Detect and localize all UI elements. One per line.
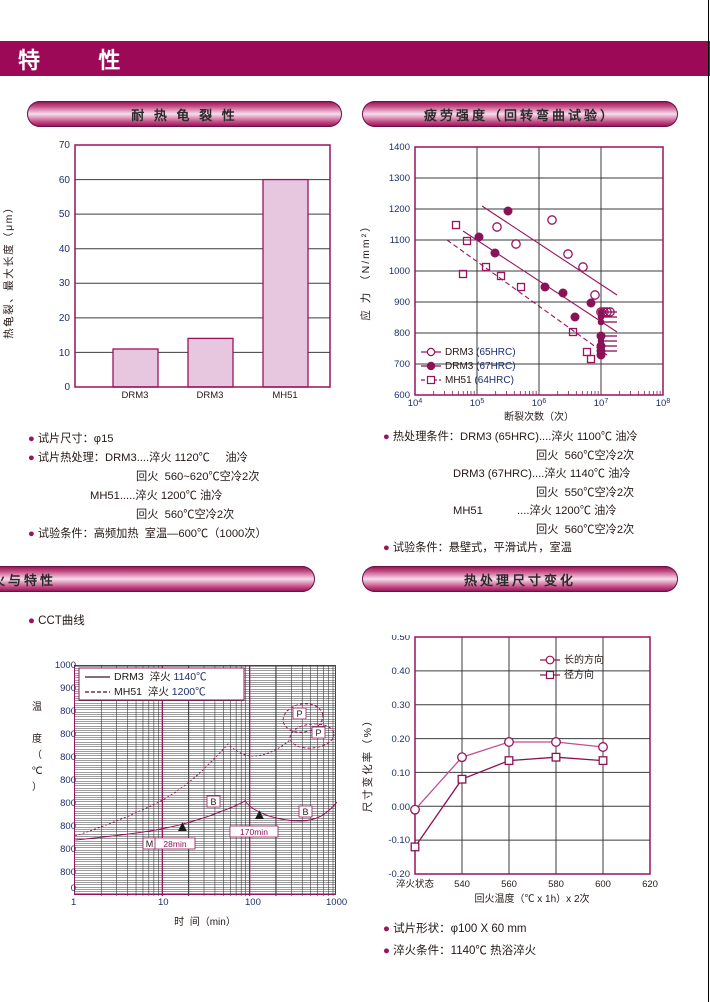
- svg-text:800: 800: [394, 328, 410, 339]
- svg-text:0.30: 0.30: [392, 700, 411, 711]
- svg-text:1100: 1100: [390, 235, 410, 246]
- svg-text:10: 10: [59, 348, 71, 359]
- svg-text:DRM3 (67HRC): DRM3 (67HRC): [445, 361, 516, 372]
- svg-text:700: 700: [394, 359, 410, 370]
- svg-text:-0.10: -0.10: [388, 835, 410, 846]
- svg-text:28min: 28min: [163, 839, 186, 849]
- svg-text:MH51: MH51: [272, 390, 297, 400]
- svg-text:1200: 1200: [389, 204, 410, 215]
- svg-text:0.20: 0.20: [392, 734, 411, 745]
- svg-text:0: 0: [64, 382, 70, 393]
- svg-text:170min: 170min: [240, 827, 268, 837]
- svg-text:50: 50: [59, 209, 71, 220]
- svg-text:600: 600: [595, 879, 611, 890]
- svg-text:1300: 1300: [389, 173, 410, 184]
- svg-text:107: 107: [594, 398, 609, 410]
- svg-text:105: 105: [470, 398, 485, 410]
- svg-text:0.10: 0.10: [392, 768, 411, 779]
- svg-text:长的方向: 长的方向: [564, 653, 604, 666]
- svg-text:20: 20: [59, 313, 71, 324]
- svg-text:70: 70: [59, 140, 71, 151]
- svg-text:回火温度（℃ x 1h）x 2次: 回火温度（℃ x 1h）x 2次: [474, 892, 589, 905]
- svg-text:106: 106: [532, 398, 547, 410]
- svg-text:620: 620: [642, 879, 658, 890]
- svg-text:0.50: 0.50: [392, 635, 411, 643]
- svg-text:径方向: 径方向: [564, 668, 594, 681]
- svg-text:DRM3 淬火 1140℃: DRM3 淬火 1140℃: [114, 670, 207, 683]
- svg-text:淬火状态: 淬火状态: [396, 878, 435, 890]
- svg-text:应 力 （N/mm²）: 应 力 （N/mm²）: [359, 219, 372, 320]
- svg-text:尺寸变化率（%）: 尺寸变化率（%）: [361, 714, 374, 813]
- svg-text:1000: 1000: [389, 266, 410, 277]
- svg-text:M: M: [146, 839, 154, 849]
- svg-text:DRM3: DRM3: [197, 390, 224, 400]
- svg-text:DRM3: DRM3: [122, 390, 149, 400]
- svg-text:▲: ▲: [175, 818, 190, 835]
- svg-text:900: 900: [394, 297, 410, 308]
- svg-text:540: 540: [454, 879, 470, 890]
- svg-text:断裂次数（次）: 断裂次数（次）: [504, 410, 574, 423]
- svg-text:560: 560: [501, 879, 517, 890]
- svg-text:0.40: 0.40: [392, 666, 411, 677]
- svg-text:P: P: [315, 728, 321, 738]
- svg-text:40: 40: [59, 244, 71, 255]
- svg-text:60: 60: [59, 175, 71, 186]
- svg-text:热龟裂、最大长度（μm）: 热龟裂、最大长度（μm）: [2, 201, 15, 339]
- svg-text:30: 30: [59, 278, 71, 289]
- svg-text:0.00: 0.00: [392, 802, 411, 813]
- svg-text:104: 104: [408, 398, 423, 410]
- svg-text:P: P: [296, 709, 302, 719]
- svg-text:108: 108: [656, 398, 671, 410]
- svg-text:1400: 1400: [389, 142, 410, 153]
- svg-text:MH51 淬火 1200℃: MH51 淬火 1200℃: [114, 685, 206, 698]
- svg-text:B: B: [210, 797, 216, 807]
- svg-text:580: 580: [548, 879, 564, 890]
- svg-text:▲: ▲: [252, 806, 267, 823]
- svg-text:DRM3 (65HRC): DRM3 (65HRC): [445, 347, 516, 358]
- svg-text:B: B: [302, 807, 308, 817]
- svg-text:MH51 (64HRC): MH51 (64HRC): [445, 375, 514, 386]
